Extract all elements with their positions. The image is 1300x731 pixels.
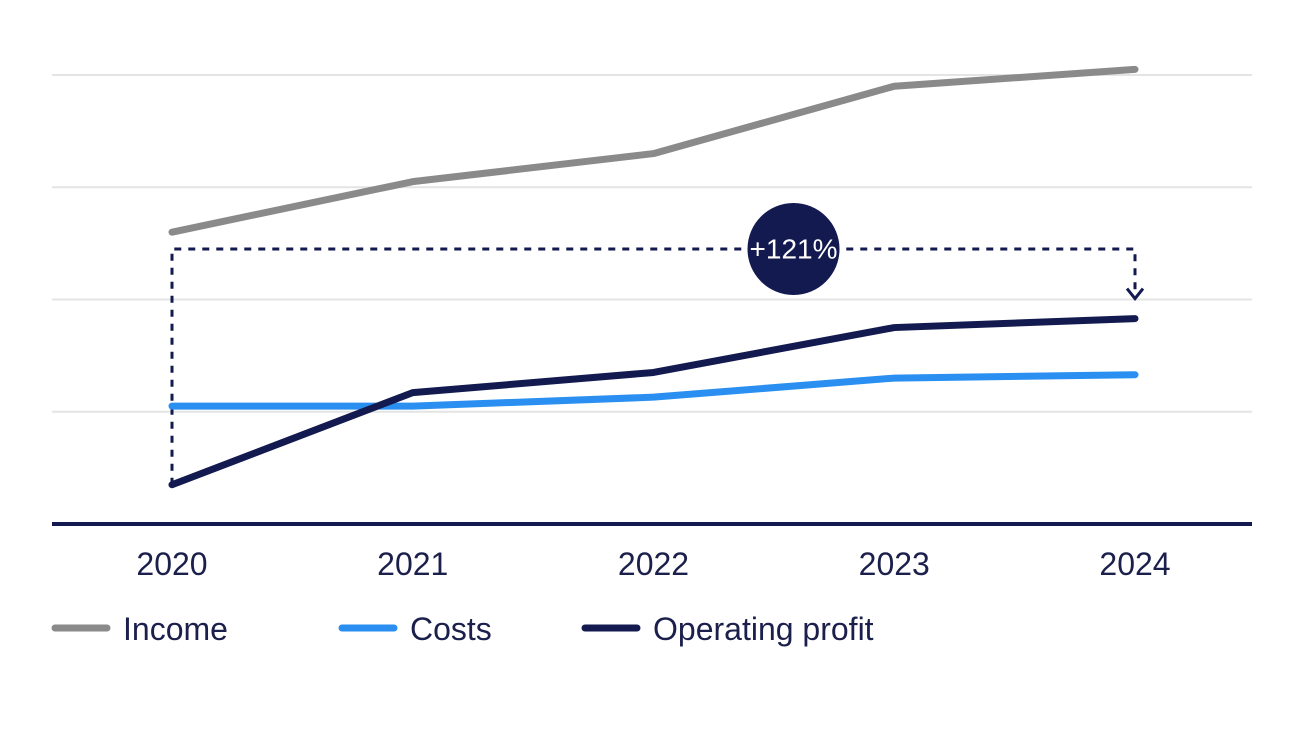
x-tick-labels: 2020 2021 2022 2023 2024 — [136, 546, 1170, 582]
x-tick-label: 2020 — [136, 546, 207, 582]
growth-badge-label: +121% — [750, 233, 838, 264]
annotation-arrowhead — [1125, 287, 1145, 301]
legend-label-income: Income — [123, 611, 228, 647]
x-tick-label: 2023 — [859, 546, 930, 582]
series-lines — [168, 65, 1139, 489]
growth-annotation — [170, 247, 1145, 485]
legend-label-costs: Costs — [410, 611, 492, 647]
series-line-costs — [168, 371, 1139, 410]
legend-item-operating-profit: Operating profit — [581, 611, 874, 647]
legend-item-costs: Costs — [338, 611, 492, 647]
series-line-operating-profit — [168, 315, 1139, 489]
legend: Income Costs Operating profit — [51, 611, 874, 647]
x-tick-label: 2024 — [1099, 546, 1170, 582]
annotation-bracket — [170, 247, 1137, 485]
x-tick-label: 2022 — [618, 546, 689, 582]
legend-item-income: Income — [51, 611, 228, 647]
series-line-income — [168, 65, 1139, 236]
x-tick-label: 2021 — [377, 546, 448, 582]
gridlines — [52, 74, 1252, 413]
legend-label-operating-profit: Operating profit — [653, 611, 874, 647]
growth-badge: +121% — [747, 202, 840, 295]
growth-badge-circle — [747, 202, 840, 295]
